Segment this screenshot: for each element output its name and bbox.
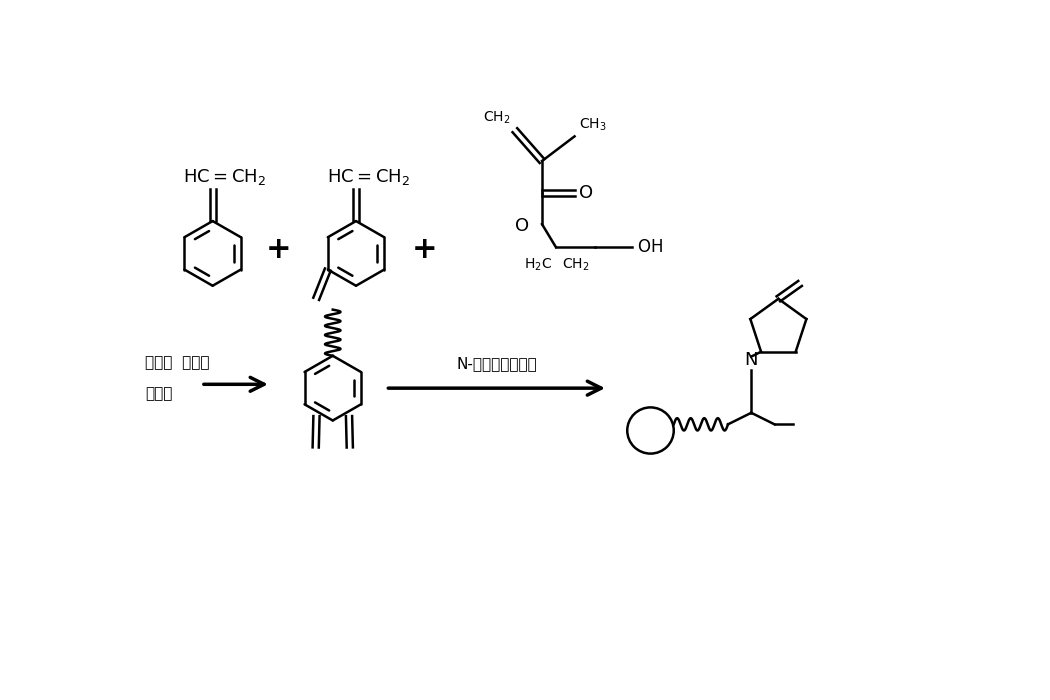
Text: 分散剂: 分散剂: [145, 386, 172, 401]
Text: N-乙烯基呀咏烷锐: N-乙烯基呀咏烷锐: [457, 356, 537, 371]
Text: $\mathrm{H_2C}$: $\mathrm{H_2C}$: [524, 256, 552, 273]
Text: $\mathrm{OH}$: $\mathrm{OH}$: [636, 238, 663, 256]
Text: $\mathrm{CH_3}$: $\mathrm{CH_3}$: [580, 117, 607, 133]
Text: $\mathrm{HC{=}CH_2}$: $\mathrm{HC{=}CH_2}$: [183, 167, 267, 187]
Text: N: N: [744, 351, 758, 369]
Text: +: +: [412, 235, 437, 264]
Text: O: O: [516, 217, 529, 234]
Text: +: +: [266, 235, 291, 264]
Text: $\mathrm{CH_2}$: $\mathrm{CH_2}$: [483, 109, 510, 125]
Text: $\mathrm{CH_2}$: $\mathrm{CH_2}$: [562, 256, 589, 273]
Text: 乳化剂  引发剂: 乳化剂 引发剂: [145, 355, 210, 370]
Text: O: O: [580, 184, 593, 202]
Text: $\mathrm{HC{=}CH_2}$: $\mathrm{HC{=}CH_2}$: [327, 167, 410, 187]
